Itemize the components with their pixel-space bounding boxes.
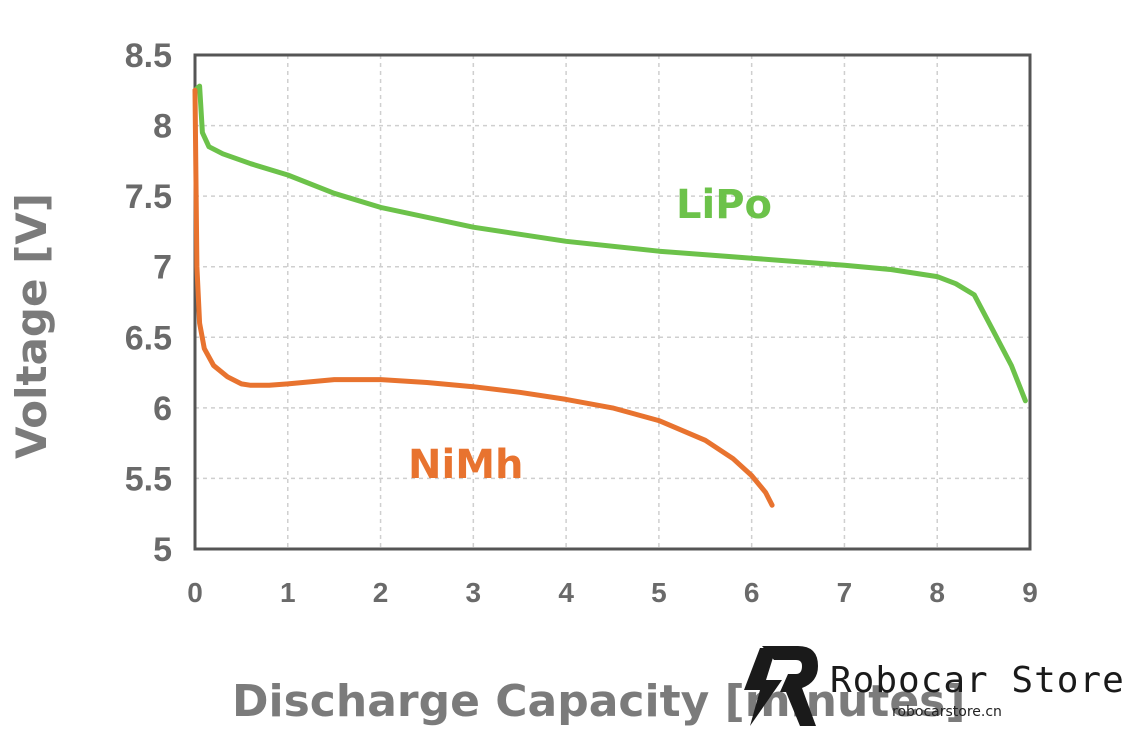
y-tick-label: 6 xyxy=(153,390,172,428)
x-axis-ticks: 0 1 2 3 4 5 6 7 8 9 xyxy=(187,577,1038,608)
x-tick-label: 6 xyxy=(744,577,760,608)
x-tick-label: 3 xyxy=(466,577,482,608)
x-tick-label: 8 xyxy=(929,577,945,608)
series-lines xyxy=(192,83,1028,508)
x-tick-label: 4 xyxy=(558,577,574,608)
grid-lines xyxy=(195,55,1031,549)
x-tick-label: 0 xyxy=(187,577,203,608)
y-tick-label: 5 xyxy=(153,531,172,569)
y-tick-label: 8 xyxy=(153,108,172,146)
series-labels: LiPo NiMh xyxy=(408,182,772,488)
x-axis-title: Discharge Capacity [minutes] xyxy=(232,676,965,727)
watermark-url: robocarstore.cn xyxy=(892,704,1002,720)
y-axis-ticks: 5 5.5 6 6.5 7 7.5 8 8.5 xyxy=(125,37,172,569)
series-line-nimh xyxy=(192,87,775,508)
series-line-lipo xyxy=(192,83,1028,404)
watermark: Robocar Store robocarstore.cn xyxy=(740,642,1132,734)
x-tick-label: 5 xyxy=(651,577,667,608)
y-tick-label: 5.5 xyxy=(125,460,172,498)
x-tick-label: 2 xyxy=(373,577,389,608)
y-axis-title: Voltage [V] xyxy=(7,193,56,459)
x-tick-label: 7 xyxy=(837,577,853,608)
y-tick-label: 6.5 xyxy=(125,319,172,357)
robocar-logo-icon xyxy=(744,646,818,726)
series-label-lipo: LiPo xyxy=(676,182,772,228)
watermark-store-name: Robocar Store xyxy=(830,660,1125,701)
y-tick-label: 8.5 xyxy=(125,37,172,75)
x-tick-label: 1 xyxy=(280,577,296,608)
series-label-nimh: NiMh xyxy=(408,442,523,488)
y-tick-label: 7 xyxy=(153,249,172,287)
y-tick-label: 7.5 xyxy=(125,178,172,216)
x-tick-label: 9 xyxy=(1022,577,1038,608)
plot-frame xyxy=(193,53,1032,551)
